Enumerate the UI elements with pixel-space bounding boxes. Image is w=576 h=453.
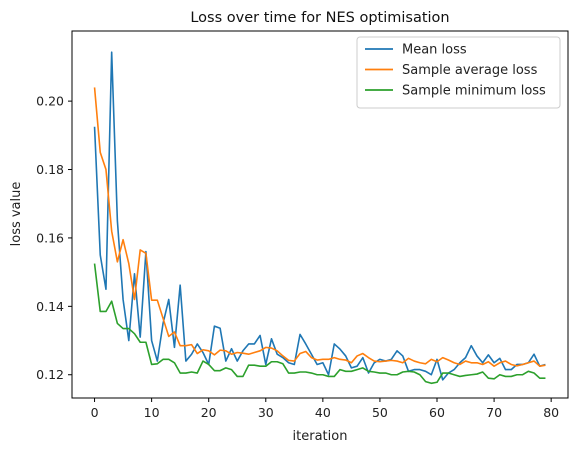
x-tick-label-4: 40	[315, 405, 331, 420]
x-tick-label-1: 10	[144, 405, 160, 420]
x-tick-label-7: 70	[486, 405, 502, 420]
x-tick-label-3: 30	[258, 405, 274, 420]
x-tick-label-0: 0	[91, 405, 99, 420]
plot-frame	[71, 30, 569, 399]
y-axis-label: loss value	[9, 182, 24, 247]
x-axis-label: iteration	[293, 429, 348, 444]
x-tick-label-5: 50	[372, 405, 388, 420]
series-line-1	[93, 87, 546, 367]
legend-label-0: Mean loss	[402, 43, 467, 58]
legend-label-1: Sample average loss	[402, 63, 538, 78]
y-tick-label-1: 0.14	[36, 299, 64, 314]
legend-frame	[356, 36, 561, 109]
x-tick-label-8: 80	[543, 405, 559, 420]
legend-label-2: Sample minimum loss	[402, 84, 546, 99]
legend: Mean loss Sample average loss Sample minim…	[356, 36, 561, 109]
x-tick-label-6: 60	[429, 405, 445, 420]
series-layer	[93, 51, 546, 385]
x-axis: 0 10 20 30 40 50 60 70 80	[91, 398, 559, 420]
y-tick-label-2: 0.16	[36, 230, 64, 245]
chart-title: Loss over time for NES optimisation	[190, 10, 449, 26]
y-axis: 0.12 0.14 0.16 0.18 0.20	[36, 94, 72, 382]
x-tick-label-2: 20	[201, 405, 217, 420]
y-tick-label-4: 0.20	[36, 94, 64, 109]
y-tick-label-0: 0.12	[36, 367, 64, 382]
series-line-0	[93, 51, 546, 381]
series-line-2	[93, 263, 546, 385]
y-tick-label-3: 0.18	[36, 162, 64, 177]
